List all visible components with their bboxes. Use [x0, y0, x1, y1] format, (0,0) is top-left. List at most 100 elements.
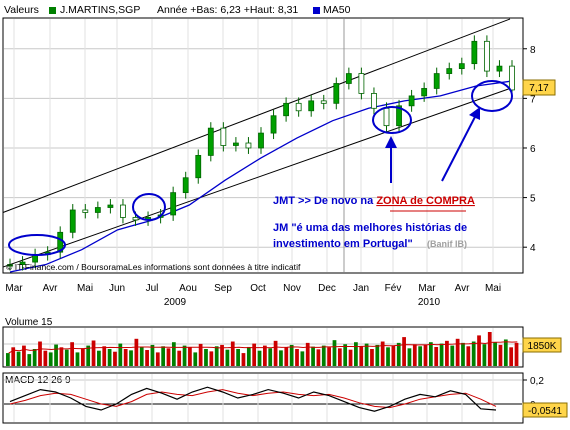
- volume-bars: [6, 332, 519, 366]
- volume-bar: [434, 346, 439, 366]
- macd-signal-line: [9, 389, 497, 409]
- chart-header: Valeurs J.MARTINS,SGP Année +Bas: 6,23 +…: [4, 4, 351, 16]
- volume-bar: [129, 350, 133, 366]
- volume-bar: [418, 346, 423, 366]
- volume-bar: [204, 349, 208, 366]
- volume-bar: [182, 345, 187, 366]
- price-candle: [82, 209, 89, 213]
- volume-bar: [38, 341, 42, 366]
- price-candle: [345, 73, 352, 84]
- header-symbol: J.MARTINS,SGP: [60, 4, 140, 16]
- annotation-line-1-prefix: JMT >> De novo na: [273, 195, 376, 207]
- x-tick-label: Sep: [214, 283, 232, 294]
- volume-bar: [70, 342, 75, 366]
- volume-bar: [284, 347, 289, 366]
- volume-bar: [477, 335, 481, 366]
- volume-bar: [43, 350, 48, 366]
- volume-bar: [150, 344, 155, 366]
- volume-bar: [268, 348, 273, 366]
- x-tick-label: Nov: [283, 283, 301, 294]
- volume-last-value: 1850K: [528, 341, 557, 352]
- volume-bar: [402, 337, 406, 366]
- volume-bar: [332, 340, 337, 366]
- price-candle: [295, 102, 302, 112]
- volume-bar: [241, 353, 246, 366]
- x-tick-label: Mar: [5, 283, 23, 294]
- volume-bar: [466, 346, 471, 366]
- price-candle: [283, 102, 290, 117]
- volume-bar: [80, 348, 85, 366]
- header-label: Valeurs: [4, 4, 39, 16]
- price-candle: [509, 65, 515, 91]
- x-tick-label: Jun: [109, 283, 125, 294]
- price-candle: [245, 142, 252, 149]
- price-candle: [170, 192, 177, 216]
- annotation-source: (Banif IB): [427, 239, 467, 249]
- annotation-line-3: investimento em Portugal": [273, 238, 413, 250]
- volume-bar: [64, 349, 69, 366]
- x-axis: Mar Avr Mai Jun Jul Aou Sep Oct Nov Dec Jan Fév Mar A…: [5, 283, 501, 308]
- volume-bar: [134, 338, 139, 366]
- volume-bar: [386, 347, 390, 366]
- x-tick-label: Fév: [385, 283, 402, 294]
- x-tick-label: Dec: [318, 283, 336, 294]
- volume-bar: [107, 349, 112, 366]
- volume-bar: [263, 345, 267, 366]
- price-candle: [483, 40, 490, 72]
- volume-bar: [48, 352, 53, 366]
- price-candle: [396, 105, 402, 127]
- price-candle: [120, 204, 126, 218]
- volume-last-box: [522, 337, 562, 353]
- volume-bar: [11, 347, 16, 366]
- volume-bar: [461, 342, 465, 366]
- price-candle: [94, 207, 101, 213]
- price-candle: [220, 127, 227, 146]
- volume-bar: [161, 346, 166, 366]
- x-tick-label: Jan: [353, 283, 369, 294]
- price-series: [7, 35, 515, 271]
- price-candle: [258, 132, 264, 149]
- price-y-tick-label: 4: [530, 243, 536, 254]
- price-candle: [69, 209, 76, 233]
- macd-line: [9, 386, 497, 412]
- volume-bar: [177, 350, 182, 366]
- volume-bar: [155, 352, 160, 366]
- price-candle: [232, 142, 239, 146]
- annotation-line-1: JMT >> De novo na ZONA de COMPRA: [273, 195, 475, 207]
- volume-bar: [305, 342, 310, 366]
- price-candle: [7, 264, 13, 267]
- volume-bar: [407, 348, 412, 366]
- volume-bar: [252, 343, 257, 366]
- price-y-tick-label: 7: [530, 94, 536, 105]
- macd-last-value: -0,0541: [528, 406, 562, 417]
- volume-bar: [246, 346, 251, 366]
- volume-bar: [300, 351, 305, 366]
- volume-bar: [102, 346, 107, 366]
- trend-channel: [2, 18, 511, 268]
- volume-bar: [188, 347, 192, 366]
- volume-bar: [337, 348, 342, 366]
- volume-bar: [166, 348, 171, 366]
- year-label: 2010: [418, 297, 441, 308]
- last-price-badge: 7,17: [522, 79, 556, 96]
- volume-bar: [86, 345, 91, 366]
- price-candle: [433, 73, 440, 89]
- volume-bar: [316, 349, 321, 366]
- volume-bar: [225, 349, 230, 366]
- buy-zone-ellipse-4: [471, 80, 513, 112]
- last-price-value: 7,17: [529, 83, 549, 94]
- volume-bar: [123, 349, 128, 366]
- header-range: Année +Bas: 6,23 +Haut: 8,31: [157, 4, 298, 16]
- volume-bar: [370, 349, 374, 366]
- x-tick-label: Mai: [485, 283, 501, 294]
- volume-bar: [482, 344, 487, 366]
- source-note: © IT-Finance.com / BoursoramaLes informa…: [6, 262, 301, 272]
- ma50-series: [9, 80, 513, 273]
- volume-bar: [503, 339, 508, 366]
- annotation-line-1-highlight: ZONA de COMPRA: [376, 195, 475, 207]
- volume-bar: [412, 344, 417, 366]
- macd-y-tick-label: 0,2: [530, 376, 544, 387]
- volume-bar: [139, 347, 144, 366]
